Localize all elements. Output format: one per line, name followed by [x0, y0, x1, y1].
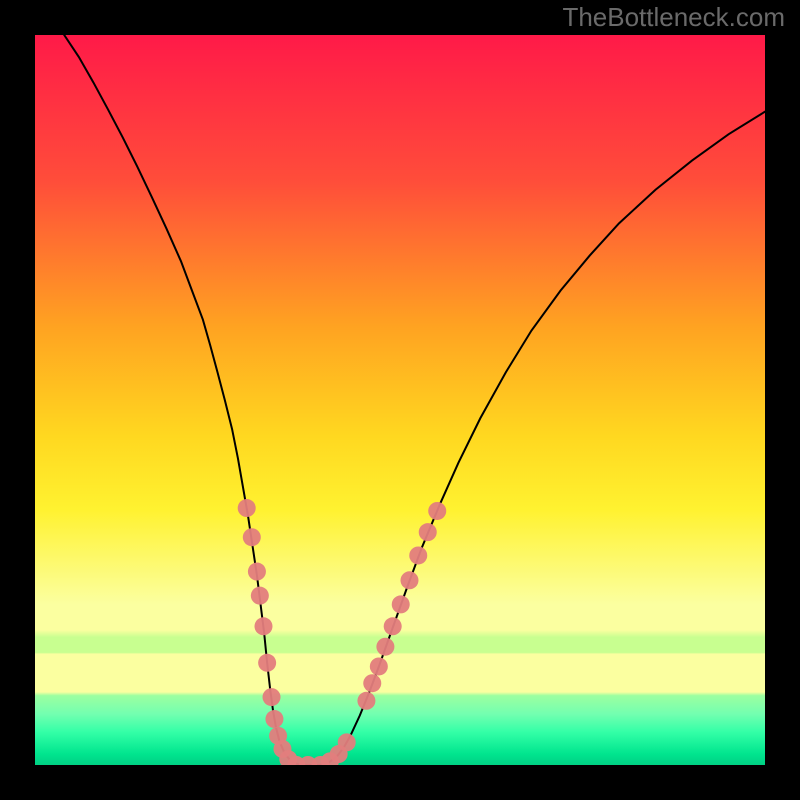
- marker-dot: [265, 710, 283, 728]
- marker-dot: [357, 692, 375, 710]
- marker-dot: [419, 523, 437, 541]
- chart-frame: TheBottleneck.com: [0, 0, 800, 800]
- gradient-background: [35, 35, 765, 765]
- marker-dot: [428, 502, 446, 520]
- marker-dot: [338, 733, 356, 751]
- marker-dot: [370, 657, 388, 675]
- marker-dot: [238, 499, 256, 517]
- marker-dot: [384, 617, 402, 635]
- marker-dot: [400, 571, 418, 589]
- marker-dot: [251, 587, 269, 605]
- marker-dot: [254, 617, 272, 635]
- watermark-text: TheBottleneck.com: [562, 2, 785, 33]
- marker-dot: [392, 595, 410, 613]
- marker-dot: [376, 638, 394, 656]
- marker-dot: [258, 654, 276, 672]
- marker-dot: [409, 546, 427, 564]
- marker-dot: [248, 563, 266, 581]
- marker-dot: [263, 688, 281, 706]
- marker-dot: [363, 674, 381, 692]
- marker-dot: [243, 528, 261, 546]
- plot-area: [35, 35, 765, 765]
